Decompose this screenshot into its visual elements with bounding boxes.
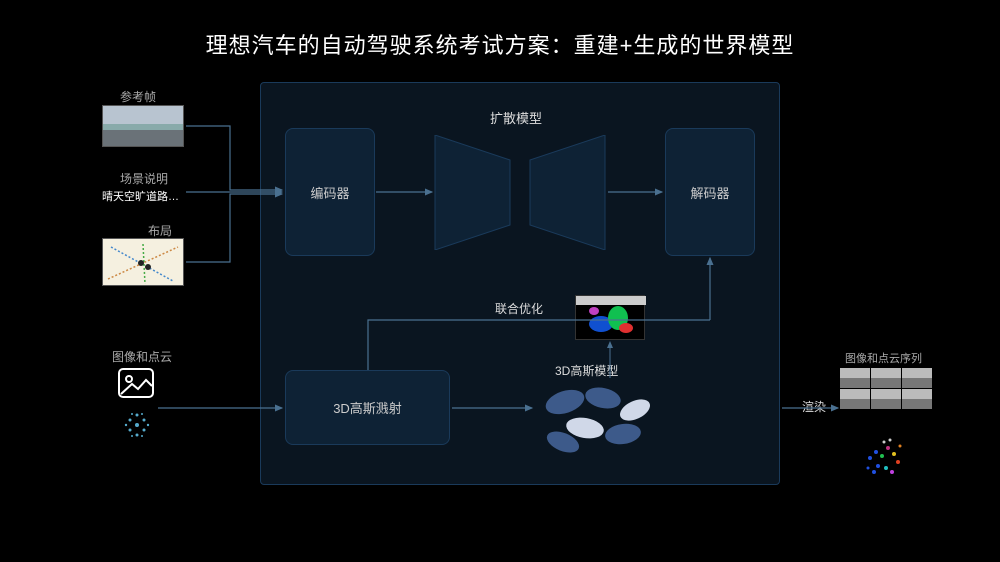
decoder-box: 解码器 (665, 128, 755, 256)
label-layout: 布局 (148, 222, 172, 239)
gaussian-model-label: 3D高斯模型 (555, 362, 618, 379)
page-title: 理想汽车的自动驾驶系统考试方案：重建+生成的世界模型 (0, 28, 1000, 60)
gaussian-splat-box: 3D高斯溅射 (285, 370, 450, 445)
output-label: 图像和点云序列 (845, 350, 922, 366)
thumb-ref-frame (102, 105, 184, 147)
label-ref-frame: 参考帧 (120, 88, 156, 105)
render-label: 渲染 (802, 398, 826, 415)
pointcloud-icon (120, 408, 154, 447)
diffusion-label: 扩散模型 (490, 108, 542, 127)
thumb-joint-opt (575, 295, 645, 340)
label-scene-desc: 场景说明 (120, 170, 168, 187)
gaussian-splat-label: 3D高斯溅射 (333, 398, 402, 417)
image-icon (118, 368, 154, 403)
output-image-grid (840, 368, 932, 409)
gaussian-ellipses (535, 380, 665, 465)
output-pointcloud-thumb (850, 428, 920, 483)
joint-opt-label: 联合优化 (495, 300, 543, 317)
decoder-label: 解码器 (690, 183, 729, 202)
scene-desc-detail: 晴天空旷道路… (102, 188, 179, 204)
encoder-label: 编码器 (310, 183, 349, 202)
encoder-box: 编码器 (285, 128, 375, 256)
label-image-pc: 图像和点云 (112, 348, 172, 365)
thumb-layout (102, 238, 184, 286)
diffusion-shape (420, 135, 620, 255)
